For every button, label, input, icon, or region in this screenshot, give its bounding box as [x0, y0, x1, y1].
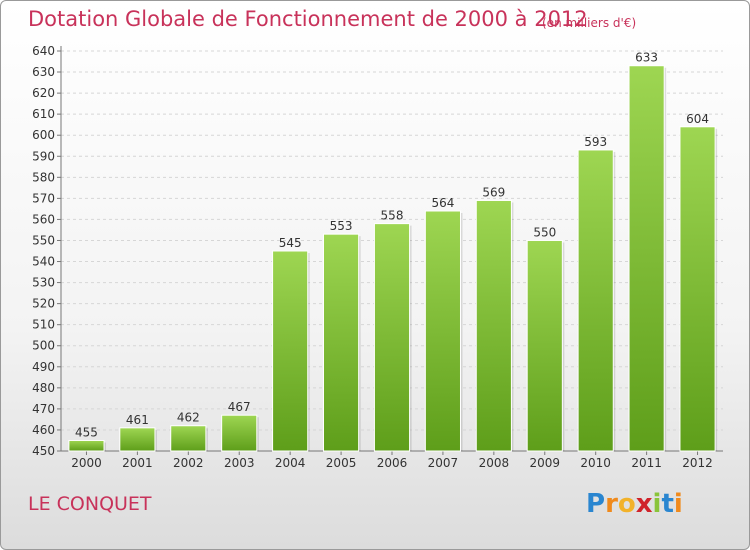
chart-title: Dotation Globale de Fonctionnement de 20…	[28, 7, 588, 31]
bar-2004	[272, 250, 309, 452]
x-tick-label: 2010	[580, 456, 611, 470]
labels: 455 461 462 467 545 553 558 564 569 550 593 633 604	[75, 51, 709, 440]
y-tick-label: 550	[32, 233, 55, 247]
y-tick-label: 510	[32, 318, 55, 332]
value-label: 558	[381, 209, 404, 223]
value-label: 550	[533, 225, 556, 239]
y-tick-label: 540	[32, 255, 55, 269]
bar-2001	[119, 427, 156, 452]
x-tick-label: 2011	[631, 456, 662, 470]
value-label: 467	[228, 400, 251, 414]
y-tick-label: 630	[32, 65, 55, 79]
bar-2000	[68, 439, 105, 452]
y-tick-label: 620	[32, 86, 55, 100]
y-tick-label: 640	[32, 44, 55, 58]
y-tick-label: 460	[32, 423, 55, 437]
bar-2005	[323, 233, 360, 452]
proxiti-logo: Proxiti	[586, 489, 683, 519]
value-label: 462	[177, 411, 200, 425]
y-tick-label: 580	[32, 170, 55, 184]
commune-name: LE CONQUET	[28, 493, 152, 515]
y-tick-label: 610	[32, 107, 55, 121]
x-tick-label: 2003	[224, 456, 255, 470]
x-tick-label: 2004	[275, 456, 306, 470]
bar-2008	[475, 199, 512, 452]
bar-2011	[628, 65, 665, 452]
y-tick-label: 500	[32, 339, 55, 353]
value-label: 553	[330, 219, 353, 233]
x-tick-label: 2007	[428, 456, 459, 470]
bar-2010	[577, 149, 614, 452]
value-label: 569	[482, 185, 505, 199]
value-label: 633	[635, 51, 658, 65]
bar-2002	[170, 425, 207, 452]
x-tick-label: 2005	[326, 456, 357, 470]
bar-2003	[221, 414, 258, 452]
x-tick-label: 2002	[173, 456, 204, 470]
value-label: 593	[584, 135, 607, 149]
x-tick-label: 2012	[682, 456, 713, 470]
x-tick-label: 2001	[122, 456, 153, 470]
bars	[68, 65, 718, 452]
value-label: 461	[126, 413, 149, 427]
y-tick-label: 530	[32, 276, 55, 290]
bar-2007	[424, 210, 461, 452]
x-tick-label: 2006	[377, 456, 408, 470]
value-label: 604	[686, 112, 709, 126]
y-tick-label: 470	[32, 402, 55, 416]
y-tick-label: 480	[32, 381, 55, 395]
y-tick-label: 450	[32, 444, 55, 458]
y-tick-label: 570	[32, 191, 55, 205]
bar-2009	[526, 239, 563, 452]
value-label: 455	[75, 425, 98, 439]
x-tick-label: 2009	[529, 456, 560, 470]
y-tick-label: 560	[32, 212, 55, 226]
x-tick-label: 2008	[479, 456, 510, 470]
y-tick-label: 520	[32, 297, 55, 311]
chart-subtitle: (en milliers d'€)	[542, 16, 637, 30]
x-tick-label: 2000	[71, 456, 102, 470]
value-label: 545	[279, 236, 302, 250]
bar-2012	[679, 126, 716, 452]
y-tick-label: 490	[32, 360, 55, 374]
y-tick-label: 600	[32, 128, 55, 142]
y-tick-label: 590	[32, 149, 55, 163]
value-label: 564	[431, 196, 454, 210]
bar-2006	[373, 223, 411, 452]
